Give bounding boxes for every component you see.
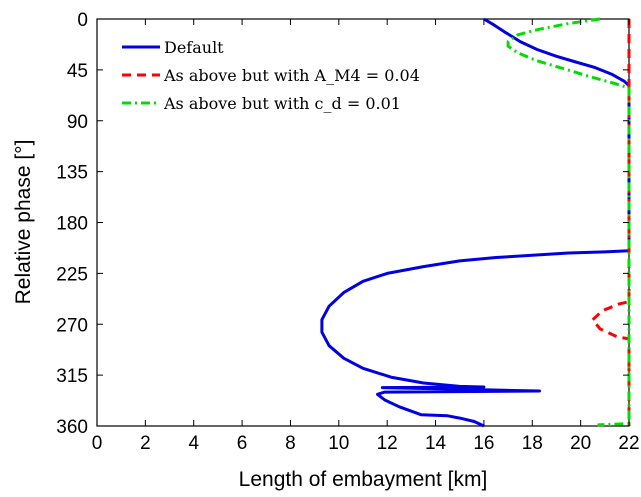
x-tick-label: 2 xyxy=(140,433,151,454)
x-tick-label: 20 xyxy=(570,433,591,454)
legend: Default As above but with A_M4 = 0.04 As a… xyxy=(122,38,420,113)
x-tick-label: 12 xyxy=(377,433,398,454)
series-layer xyxy=(320,17,631,428)
x-tick-label: 0 xyxy=(92,433,103,454)
y-tick-label: 360 xyxy=(56,417,88,438)
legend-label-1: Default xyxy=(164,38,224,57)
y-tick-label: 90 xyxy=(67,112,88,133)
y-tick-label: 225 xyxy=(56,264,88,285)
series-line-3 xyxy=(506,17,631,427)
legend-label-2: As above but with A_M4 = 0.04 xyxy=(163,66,420,85)
x-tick-label: 14 xyxy=(425,433,447,454)
y-tick-label: 0 xyxy=(77,10,88,31)
legend-label-3: As above but with c_d = 0.01 xyxy=(163,94,401,113)
plot-area: 0 2 4 6 8 10 12 14 16 18 20 22 0 45 90 135 180 225 270 315… xyxy=(56,10,639,454)
y-axis-title: Relative phase [°] xyxy=(12,140,35,305)
y-tick-label: 45 xyxy=(67,61,88,82)
y-tick-label: 180 xyxy=(56,214,88,235)
x-tick-label: 4 xyxy=(188,433,199,454)
y-axis-ticks: 0 45 90 135 180 225 270 315 360 xyxy=(56,10,629,438)
x-axis-ticks: 0 2 4 6 8 10 12 14 16 18 20 22 xyxy=(92,19,640,454)
x-tick-label: 18 xyxy=(522,433,543,454)
y-tick-label: 270 xyxy=(56,315,88,336)
x-tick-label: 8 xyxy=(285,433,296,454)
y-tick-label: 315 xyxy=(56,366,88,387)
series-line-1 xyxy=(320,17,631,428)
x-axis-title: Length of embayment [km] xyxy=(239,468,488,491)
x-tick-label: 16 xyxy=(473,433,494,454)
x-tick-label: 10 xyxy=(328,433,349,454)
y-tick-label: 135 xyxy=(56,163,88,184)
x-tick-label: 6 xyxy=(237,433,248,454)
series-line-2 xyxy=(591,19,631,426)
x-tick-label: 22 xyxy=(618,433,639,454)
